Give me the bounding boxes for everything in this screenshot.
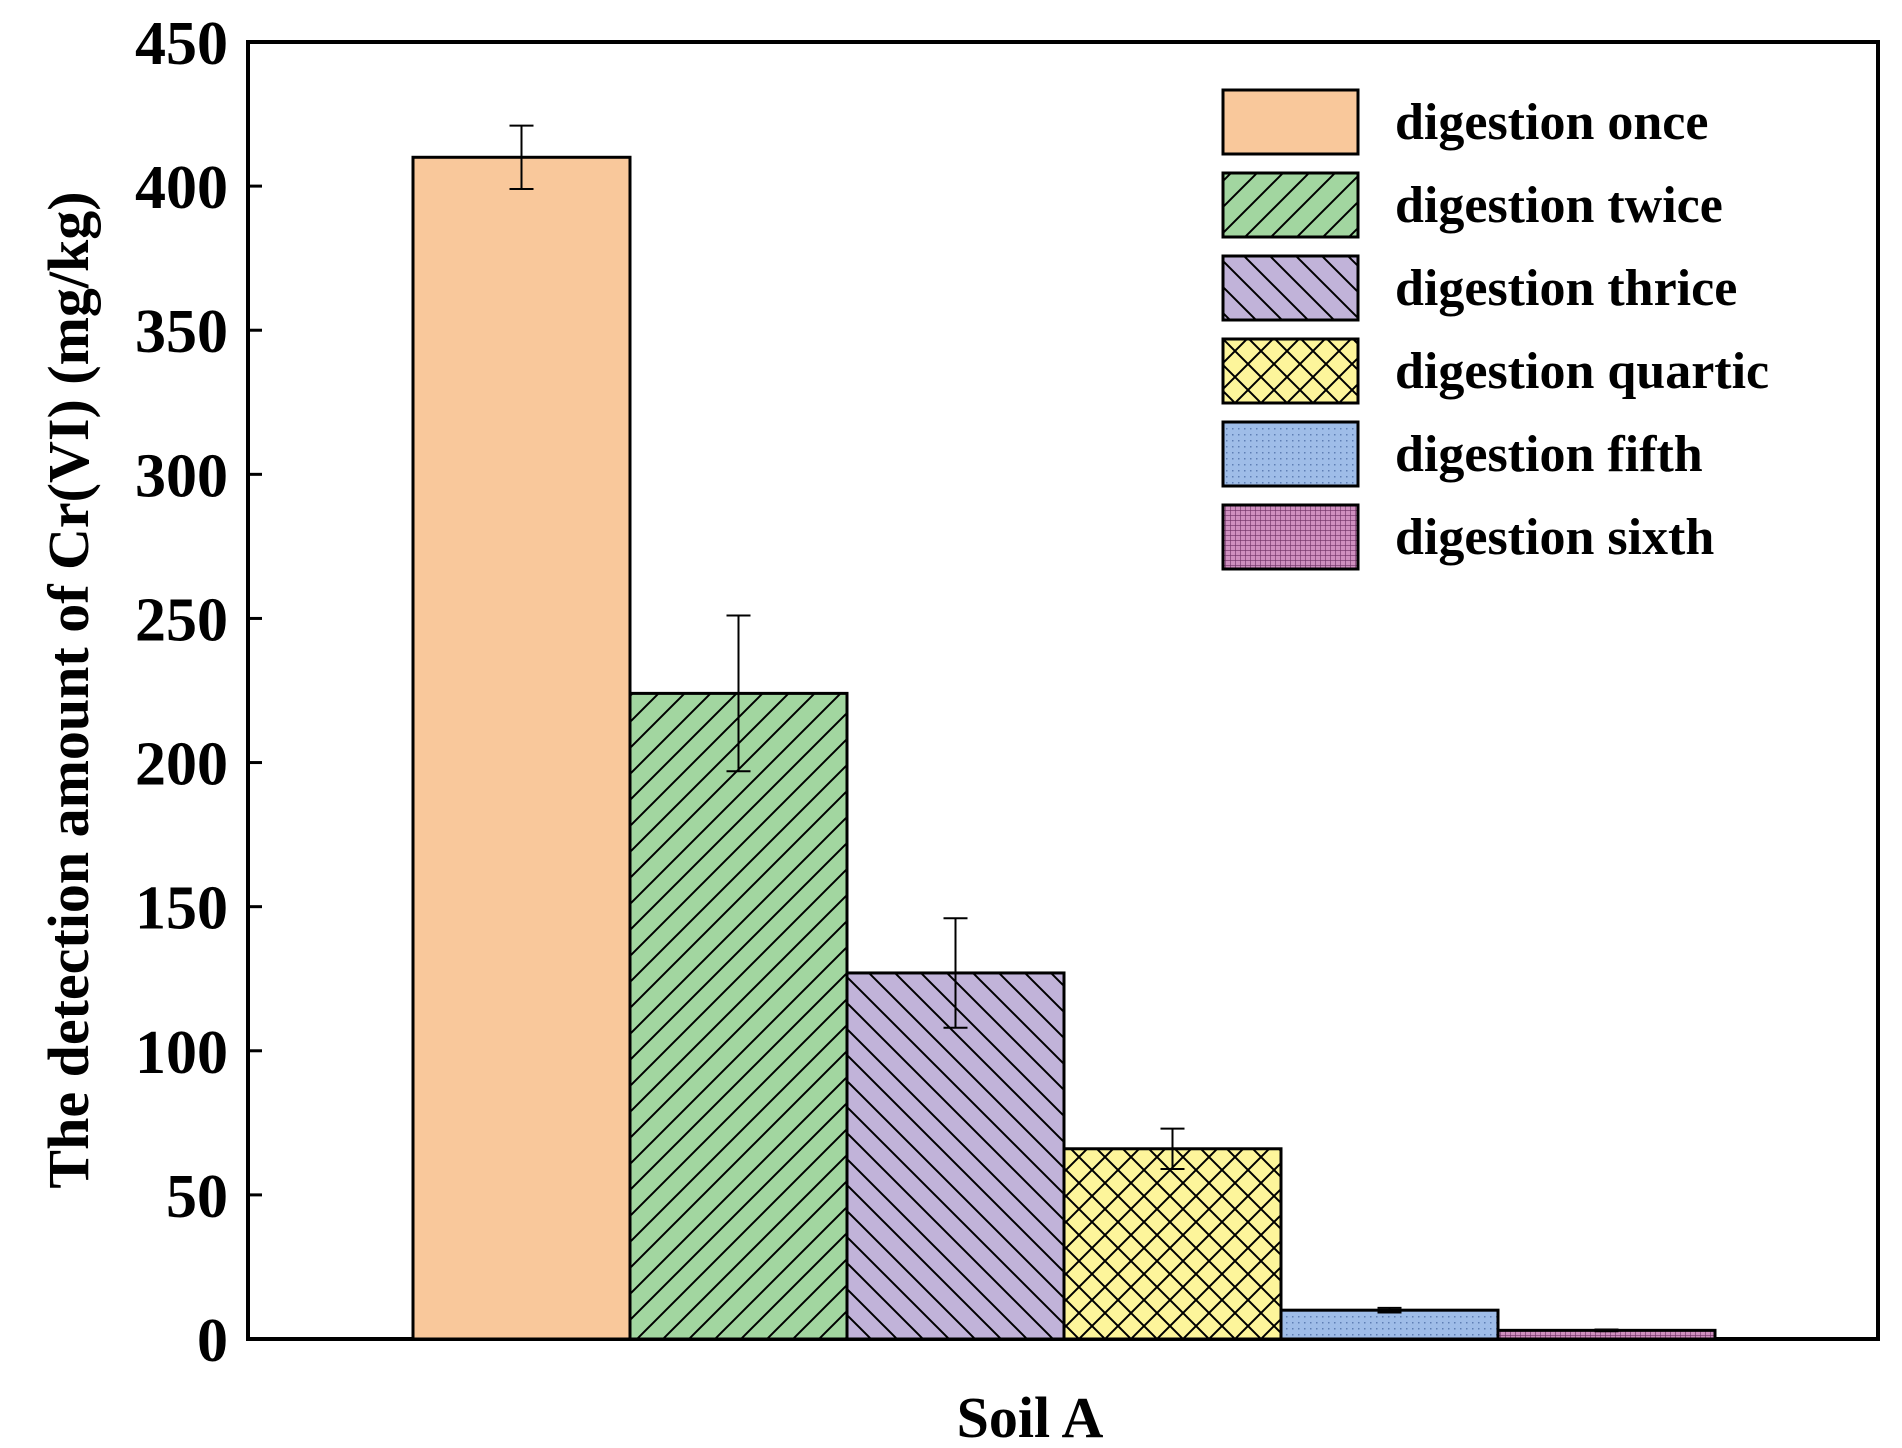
error-bars: [509, 124, 1619, 1333]
legend-swatch: [1221, 337, 1360, 405]
legend-label: digestion thrice: [1395, 260, 1737, 317]
legend-swatch: [1221, 254, 1360, 322]
legend-label: digestion twice: [1395, 177, 1723, 234]
legend-label: digestion sixth: [1395, 509, 1714, 566]
y-tick-label: 400: [135, 154, 228, 222]
legend-item: digestion once: [1221, 88, 1708, 156]
x-axis-label: Soil A: [957, 1385, 1104, 1448]
legend-item: digestion sixth: [1221, 503, 1714, 571]
error-bar: [1377, 1306, 1402, 1314]
error-bar: [726, 614, 751, 773]
error-bar: [1160, 1127, 1185, 1170]
y-tick-label: 50: [166, 1163, 228, 1231]
legend-swatch: [1221, 171, 1360, 239]
legend-swatch: [1221, 503, 1360, 571]
bar-group: [411, 155, 1717, 1341]
legend-swatch: [1221, 420, 1360, 488]
bar-digestion-fifth: [1279, 1308, 1500, 1341]
bar-digestion-once: [411, 155, 632, 1341]
y-tick-label: 300: [135, 442, 228, 510]
error-bar: [943, 917, 968, 1029]
legend-label: digestion once: [1395, 94, 1708, 151]
y-tick-label: 100: [135, 1019, 228, 1087]
y-axis-title: The detection amount of Cr(VI) (mg/kg): [36, 191, 101, 1188]
legend: digestion once digestion twice digestion t…: [1221, 88, 1769, 571]
legend-item: digestion quartic: [1221, 337, 1769, 405]
legend-item: digestion thrice: [1221, 254, 1737, 322]
error-bar: [1594, 1328, 1619, 1333]
legend-item: digestion fifth: [1221, 420, 1703, 488]
bar-digestion-thrice: [845, 971, 1066, 1341]
y-tick-label: 150: [135, 875, 228, 943]
y-tick-label: 350: [135, 298, 228, 366]
y-tick-label: 200: [135, 731, 228, 799]
y-tick-label: 250: [135, 586, 228, 654]
y-tick-label: 450: [135, 10, 228, 78]
legend-label: digestion fifth: [1395, 426, 1703, 483]
legend-item: digestion twice: [1221, 171, 1723, 239]
legend-swatch: [1221, 88, 1360, 156]
y-axis: 0 50 100 150 200 250 300 350 400 450: [135, 10, 262, 1375]
bar-digestion-quartic: [1062, 1147, 1283, 1341]
legend-label: digestion quartic: [1395, 343, 1769, 400]
bar-digestion-twice: [628, 691, 849, 1341]
y-tick-label: 0: [197, 1307, 228, 1375]
error-bar: [509, 124, 534, 190]
